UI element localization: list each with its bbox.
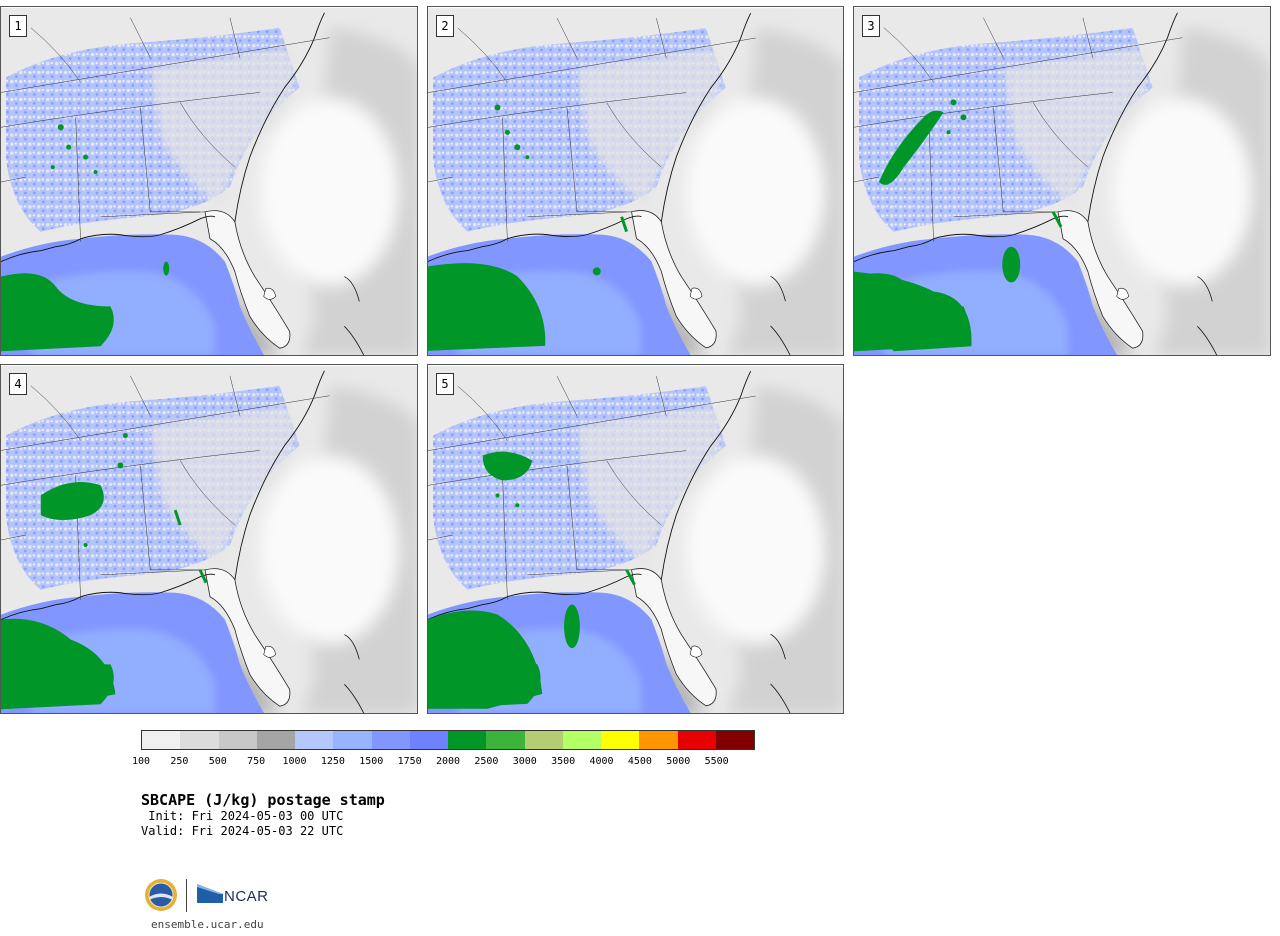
init-time: Init: Fri 2024-05-03 00 UTC [141, 809, 344, 823]
colorbar-tick-label: 5000 [666, 756, 691, 767]
colorbar-tick-label: 1250 [320, 756, 345, 767]
colorbar-swatch [256, 731, 295, 749]
colorbar-swatch [524, 731, 563, 749]
colorbar-swatch [333, 731, 372, 749]
colorbar-tick-label: 250 [170, 756, 189, 767]
colorbar-tick-label: 500 [208, 756, 227, 767]
colorbar-swatch [142, 731, 181, 749]
map-image [1, 365, 418, 714]
colorbar-swatch [562, 731, 601, 749]
colorbar-swatch [601, 731, 640, 749]
colorbar-swatch [639, 731, 678, 749]
ncar-logo-icon [197, 884, 223, 903]
map-panel-4: 4 [0, 364, 418, 714]
colorbar-swatch [677, 731, 716, 749]
panel-label: 5 [436, 373, 454, 395]
colorbar-tick-label: 1750 [397, 756, 422, 767]
colorbar [141, 730, 755, 750]
colorbar-ticks: 100 250 500 750 1000 1250 1500 1750 2000 2500 3000… [132, 756, 755, 770]
high-cape-cells [428, 104, 628, 351]
colorbar-swatch [180, 731, 219, 749]
colorbar-tick-label: 4000 [589, 756, 614, 767]
valid-time: Valid: Fri 2024-05-03 22 UTC [141, 824, 344, 838]
colorbar-swatch [448, 731, 487, 749]
colorbar-swatch [486, 731, 525, 749]
logo-divider [186, 879, 187, 912]
panel-label: 2 [436, 15, 454, 37]
high-cape-cells [428, 451, 636, 709]
map-panel-5: 5 [427, 364, 844, 714]
colorbar-swatch [371, 731, 410, 749]
plot-title: SBCAPE (J/kg) postage stamp [141, 791, 385, 809]
map-image [1, 7, 418, 356]
colorbar-tick-label: 750 [247, 756, 266, 767]
colorbar-swatch [218, 731, 257, 749]
map-image [428, 365, 844, 714]
panel-label: 4 [9, 373, 27, 395]
high-cape-cells [854, 99, 1063, 352]
map-image [428, 7, 844, 356]
panel-label: 1 [9, 15, 27, 37]
high-cape-cells [50, 124, 170, 276]
logos: NCAR [144, 876, 284, 918]
map-panel-3: 3 [853, 6, 1271, 356]
colorbar-tick-label: 1000 [282, 756, 307, 767]
colorbar-tick-label: 4500 [627, 756, 652, 767]
colorbar-swatch [295, 731, 334, 749]
map-panel-2: 2 [427, 6, 844, 356]
colorbar-tick-label: 2500 [474, 756, 499, 767]
site-url: ensemble.ucar.edu [151, 918, 264, 931]
colorbar-tick-label: 5500 [704, 756, 729, 767]
colorbar-tick-label: 1500 [359, 756, 384, 767]
map-panel-1: 1 [0, 6, 418, 356]
nsf-logo-icon [145, 879, 177, 911]
colorbar-tick-label: 100 [131, 756, 151, 767]
colorbar-swatch [409, 731, 448, 749]
high-cape-cells [1, 433, 208, 710]
colorbar-tick-label: 2000 [435, 756, 461, 767]
panel-label: 3 [862, 15, 880, 37]
colorbar-tick-label: 3000 [512, 756, 537, 767]
ncar-wordmark: NCAR [224, 888, 269, 905]
colorbar-tick-label: 3500 [551, 756, 576, 767]
colorbar-swatch [715, 731, 754, 749]
map-image [854, 7, 1271, 356]
